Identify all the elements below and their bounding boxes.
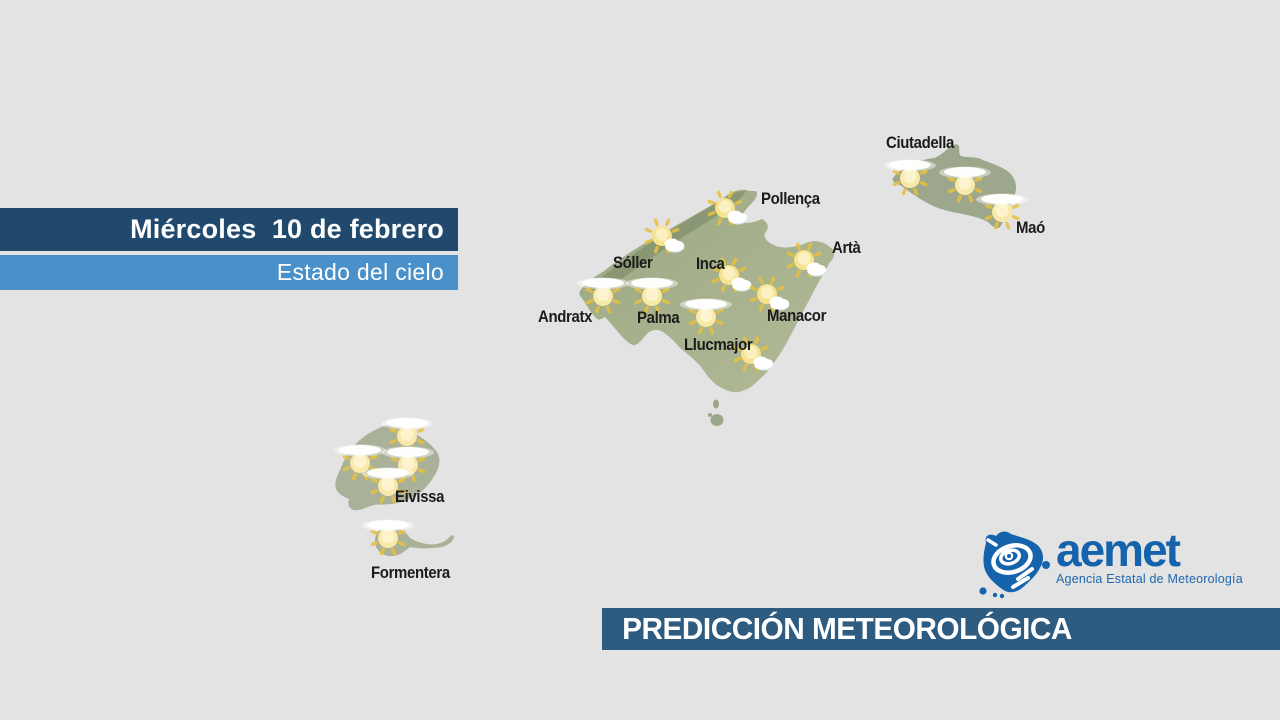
weather-icon-partly-cloudy [697, 186, 757, 234]
map-label-eivissa: Eivissa [395, 487, 445, 506]
weather-icon-sun-high-clouds [330, 437, 390, 485]
map-label-formentera: Formentera [371, 563, 450, 582]
date-banner: Miércoles 10 de febrero [0, 208, 458, 251]
footer-banner-label: PREDICCIÓN METEOROLÓGICA [622, 611, 1072, 646]
island-cabrera [708, 399, 724, 426]
subtitle-banner-label: Estado del cielo [276, 259, 444, 285]
aemet-logo: aemet Agencia Estatal de Meteorología [976, 527, 1243, 601]
map-label-arta: Artà [832, 238, 861, 257]
weather-icon-sun-high-clouds [676, 291, 736, 339]
map-label-soller: Sóller [613, 253, 653, 272]
map-label-palma: Palma [637, 308, 680, 327]
weather-icon-sun-high-clouds [935, 159, 995, 207]
map-label-manacor: Manacor [767, 306, 827, 325]
weather-icon-sun-high-clouds [377, 410, 437, 458]
aemet-logo-tagline: Agencia Estatal de Meteorología [1056, 572, 1243, 586]
map-label-inca: Inca [696, 254, 725, 273]
map-label-pollenca: Pollença [761, 189, 820, 208]
aemet-logo-icon [979, 531, 1050, 599]
island-mallorca [579, 189, 835, 393]
weather-icon-sun-high-clouds [880, 152, 940, 200]
map-label-mao: Maó [1016, 218, 1045, 237]
date-banner-label: Miércoles 10 de febrero [130, 214, 444, 244]
aemet-logo-wordmark: aemet [1056, 524, 1181, 576]
weather-icon-sun-high-clouds [378, 439, 438, 487]
map-label-ciutadella: Ciutadella [886, 133, 954, 152]
weather-icon-sun-high-clouds [358, 512, 418, 560]
footer-banner: PREDICCIÓN METEOROLÓGICA [602, 608, 1280, 650]
map-label-llucmajor: Llucmajor [684, 335, 753, 354]
weather-icon-partly-cloudy [776, 238, 836, 286]
map-label-andratx: Andratx [538, 307, 593, 326]
subtitle-banner: Estado del cielo [0, 255, 458, 290]
